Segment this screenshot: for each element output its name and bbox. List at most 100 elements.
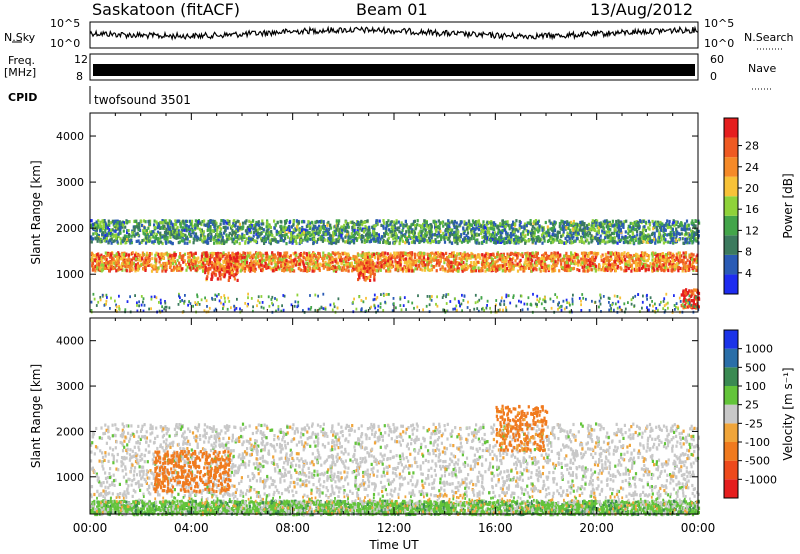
power-cell <box>128 267 131 271</box>
power-cell <box>644 251 647 255</box>
power-cell <box>295 260 298 264</box>
power-cell <box>429 260 432 264</box>
freq-tick-top: 12 <box>74 53 88 66</box>
power-cell <box>525 223 528 228</box>
power-cell <box>479 269 482 273</box>
power-cell <box>185 268 188 272</box>
power-cell <box>655 254 658 258</box>
power-cell <box>271 238 274 242</box>
power-cell <box>354 255 357 259</box>
power-cell <box>569 268 572 272</box>
power-cell <box>316 263 319 267</box>
power-cell <box>350 263 353 267</box>
power-cell <box>222 251 225 255</box>
power-cell <box>602 257 606 261</box>
power-cell <box>610 257 613 261</box>
power-cell <box>538 224 541 228</box>
power-cell <box>624 257 627 262</box>
power-cell <box>186 265 189 269</box>
power-cell <box>404 251 407 255</box>
power-cell <box>525 262 528 266</box>
power-cell <box>572 235 575 239</box>
power-cell <box>509 262 512 266</box>
power-cell <box>651 254 654 258</box>
power-cell <box>677 259 680 263</box>
power-cell <box>168 265 172 269</box>
power-cell <box>332 269 335 273</box>
power-cell <box>567 254 570 259</box>
power-cell <box>529 262 533 266</box>
power-cell <box>463 268 466 272</box>
power-cell <box>675 256 678 260</box>
power-cell <box>278 257 281 261</box>
power-cell <box>119 237 122 241</box>
power-cell <box>309 254 312 258</box>
power-cell <box>452 251 455 255</box>
power-cell <box>199 259 202 264</box>
power-cell <box>655 263 659 267</box>
power-cell <box>322 251 325 255</box>
power-cell <box>650 252 654 256</box>
power-cell <box>426 266 429 270</box>
power-cell <box>275 232 278 236</box>
power-cell <box>510 263 513 267</box>
power-cell <box>352 254 355 259</box>
nave-label: Nave <box>748 62 776 75</box>
power-cell <box>322 220 325 224</box>
power-cell <box>524 258 527 262</box>
power-cell <box>455 221 458 225</box>
power-cell <box>98 263 101 267</box>
power-cell <box>169 235 172 239</box>
power-cell <box>260 252 263 256</box>
power-cell <box>464 253 467 257</box>
date-title: 13/Aug/2012 <box>590 0 693 19</box>
power-cell <box>316 259 319 263</box>
power-cell <box>598 264 601 268</box>
power-cell <box>202 263 205 267</box>
power-cell <box>466 231 470 235</box>
power-cell <box>503 241 506 245</box>
power-cell <box>166 253 169 257</box>
power-cell <box>538 239 542 243</box>
power-cell <box>544 262 547 266</box>
power-cell <box>376 254 380 258</box>
power-cell <box>486 252 490 256</box>
power-cell <box>681 258 684 262</box>
power-cell <box>374 256 377 260</box>
power-cell <box>265 258 268 262</box>
power-cell <box>456 226 459 230</box>
power-cell <box>158 256 161 260</box>
power-cell <box>281 254 284 258</box>
power-cell <box>399 251 402 255</box>
power-cell <box>197 256 200 260</box>
power-cell <box>260 263 263 267</box>
power-cell <box>125 221 129 225</box>
power-cell <box>309 262 312 266</box>
power-cell <box>242 251 245 255</box>
power-cell <box>537 230 540 234</box>
power-cell <box>190 251 193 255</box>
power-cell <box>586 263 589 267</box>
power-cell <box>340 268 343 272</box>
power-cell <box>396 255 399 259</box>
power-cell <box>482 239 485 243</box>
power-cell <box>419 267 422 271</box>
power-cell <box>382 264 385 269</box>
power-cell <box>450 254 453 258</box>
power-cell <box>491 261 494 265</box>
power-cell <box>426 231 429 235</box>
power-cell <box>378 219 381 223</box>
power-cell <box>102 222 105 226</box>
power-cell <box>274 263 277 267</box>
power-cell <box>691 257 694 262</box>
power-cell <box>535 252 538 256</box>
power-cell <box>200 254 203 258</box>
power-cell <box>143 226 146 230</box>
power-cell <box>471 255 474 259</box>
power-cell <box>594 256 597 260</box>
power-cell <box>439 267 442 271</box>
power-cell <box>442 268 445 272</box>
power-cell <box>563 264 566 268</box>
power-cell <box>113 261 116 265</box>
power-cell <box>349 235 352 239</box>
